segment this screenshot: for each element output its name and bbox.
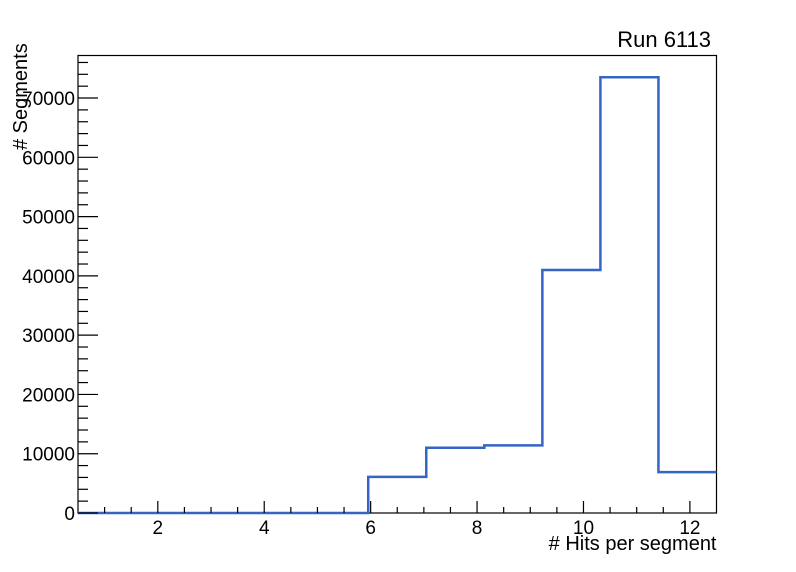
plot-frame [77,54,718,514]
y-tick-label: 40000 [22,267,75,288]
y-axis: 0 10000 20000 30000 40000 50000 60000 70000 [22,61,98,525]
x-tick-label: 4 [259,518,270,539]
x-tick-label: 6 [365,518,376,539]
y-tick-label: 20000 [22,385,75,406]
y-tick-label: 50000 [22,208,75,229]
x-tick-label: 10 [573,518,594,539]
y-tick-label: 70000 [22,89,75,110]
x-tick-label: 8 [472,518,483,539]
y-tick-label: 10000 [22,445,75,466]
y-axis-label: # Segments [10,43,32,150]
histogram-line [78,76,717,515]
x-tick-label: 2 [153,518,164,539]
y-tick-label: 0 [64,504,75,525]
x-tick-label: 12 [679,518,700,539]
y-tick-label: 30000 [22,326,75,347]
y-tick-label: 60000 [22,148,75,169]
x-axis: 2 4 6 8 10 12 [104,501,700,539]
x-axis-label: # Hits per segment [549,533,717,555]
chart-title: Run 6113 [617,27,711,52]
